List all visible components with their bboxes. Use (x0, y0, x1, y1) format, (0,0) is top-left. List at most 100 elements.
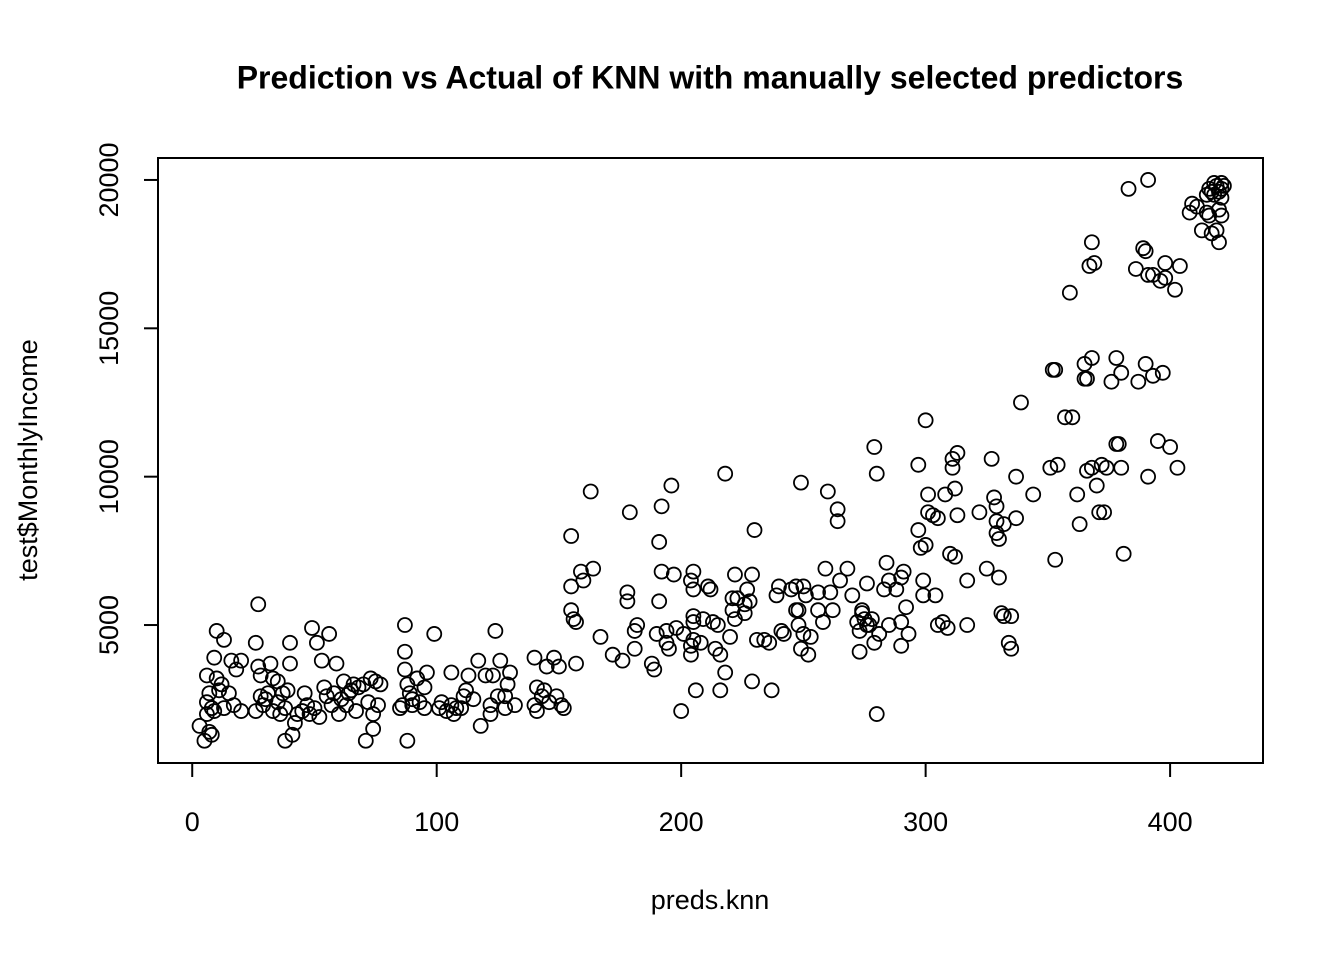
point (365, 720, 382, 737)
point (815, 614, 831, 630)
point (939, 620, 956, 636)
point (797, 587, 814, 604)
point (548, 688, 565, 705)
point (988, 498, 1005, 515)
point (318, 688, 335, 705)
point (761, 634, 778, 651)
point (739, 581, 756, 598)
point (866, 439, 883, 455)
point (653, 563, 670, 580)
point (529, 703, 545, 719)
point (665, 566, 682, 583)
point (309, 634, 325, 651)
point (252, 667, 269, 684)
point (893, 614, 910, 630)
point (553, 697, 570, 714)
point (372, 676, 389, 693)
point (712, 682, 729, 699)
point (829, 513, 846, 530)
point (915, 587, 932, 604)
point (233, 652, 250, 669)
point (817, 560, 834, 577)
point (717, 465, 734, 482)
point (768, 587, 785, 604)
point (959, 617, 976, 633)
point (741, 593, 758, 610)
point (793, 474, 809, 491)
point (487, 623, 504, 639)
point (370, 697, 386, 714)
x-tick-label: 100 (414, 807, 459, 837)
point (1083, 459, 1100, 476)
point (201, 723, 218, 740)
point (949, 507, 966, 524)
point (1154, 364, 1171, 381)
point (568, 614, 584, 630)
point (614, 652, 631, 669)
x-tick-label: 400 (1148, 807, 1193, 837)
point (717, 664, 734, 681)
point (920, 486, 936, 503)
point (771, 578, 787, 595)
point (763, 682, 780, 699)
point (863, 611, 880, 627)
point (1047, 361, 1064, 378)
point (1115, 545, 1132, 562)
point (1120, 180, 1137, 197)
point (279, 682, 296, 699)
point (839, 560, 856, 577)
point (492, 652, 509, 669)
point (959, 572, 976, 589)
point (619, 584, 636, 601)
point (1110, 436, 1127, 452)
point (1083, 350, 1100, 366)
point (575, 572, 592, 589)
point (1130, 373, 1147, 390)
point (819, 483, 836, 500)
y-tick-label: 10000 (94, 439, 124, 514)
point (1135, 240, 1152, 257)
x-tick-label: 200 (659, 807, 704, 837)
point (929, 510, 946, 527)
point (895, 563, 912, 580)
point (1157, 255, 1174, 271)
point (507, 697, 523, 714)
point (844, 587, 861, 604)
point (321, 626, 338, 642)
point (526, 649, 543, 666)
point (991, 569, 1007, 586)
point (917, 412, 934, 429)
point (265, 703, 281, 719)
x-tick-label: 300 (903, 807, 948, 837)
point (453, 700, 470, 717)
point (702, 581, 719, 598)
point (1047, 551, 1064, 568)
point (1069, 486, 1086, 503)
point (995, 608, 1012, 625)
point (878, 554, 895, 571)
point (724, 590, 741, 607)
point (304, 620, 320, 636)
point (306, 700, 323, 717)
point (546, 649, 562, 666)
point (585, 560, 602, 577)
point (404, 691, 421, 708)
point (746, 522, 763, 538)
point (661, 640, 677, 657)
point (1071, 516, 1088, 533)
point (651, 593, 668, 610)
point (685, 631, 702, 648)
point (502, 664, 518, 681)
point (284, 726, 301, 743)
point (802, 628, 819, 645)
point (1103, 373, 1120, 390)
point (1061, 284, 1078, 301)
y-tick-label: 5000 (94, 595, 124, 655)
point (663, 477, 680, 494)
point (971, 504, 988, 521)
point (1057, 409, 1073, 426)
point (658, 623, 675, 639)
point (876, 581, 892, 598)
point (991, 531, 1007, 547)
